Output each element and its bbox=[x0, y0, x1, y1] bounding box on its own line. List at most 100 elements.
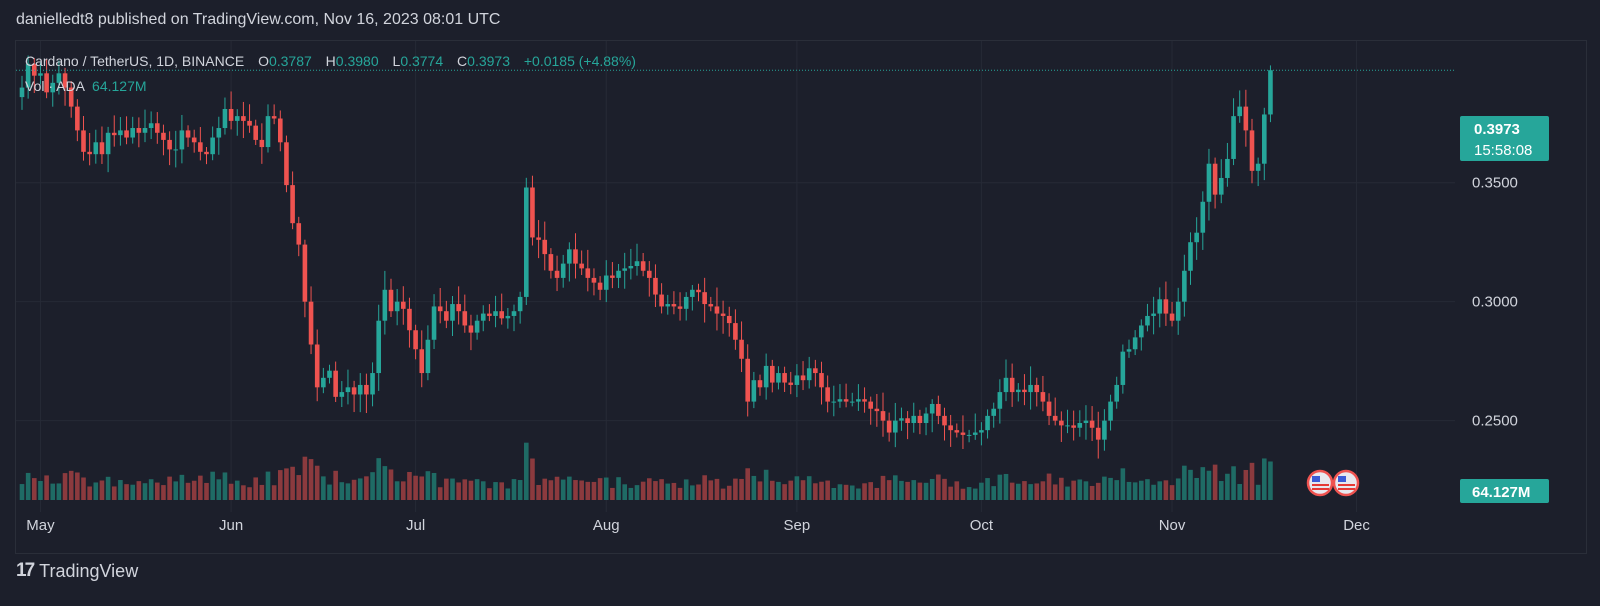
volume-bar bbox=[296, 475, 302, 500]
candle-body bbox=[173, 149, 179, 151]
candle-body bbox=[474, 320, 480, 333]
chart-frame[interactable] bbox=[15, 40, 1587, 554]
candle-body bbox=[271, 116, 277, 119]
footer-brand[interactable]: 17 TradingView bbox=[16, 560, 138, 582]
price-tick-label: 0.3500 bbox=[1472, 175, 1518, 192]
volume-bar bbox=[714, 478, 720, 500]
volume-bar bbox=[647, 478, 652, 500]
volume-bar bbox=[825, 480, 830, 500]
volume-bar bbox=[683, 479, 689, 500]
candle-body bbox=[874, 408, 880, 412]
high-label: H bbox=[325, 53, 336, 69]
ohlc-legend: Cardano / TetherUS, 1D, BINANCE O0.3787 … bbox=[25, 53, 636, 69]
candle-body bbox=[327, 370, 332, 378]
candle-body bbox=[948, 425, 953, 431]
volume-bar bbox=[739, 478, 744, 500]
volume-bar bbox=[1126, 481, 1132, 500]
volume-bar bbox=[179, 474, 185, 500]
candle-body bbox=[591, 277, 597, 283]
volume-bar bbox=[622, 484, 627, 500]
candle-body bbox=[1225, 158, 1230, 178]
candle-body bbox=[671, 304, 677, 307]
open-label: O bbox=[258, 53, 269, 69]
candle-body bbox=[696, 289, 701, 293]
candle-body bbox=[321, 377, 326, 388]
volume-bar bbox=[1059, 477, 1064, 500]
volume-bar bbox=[450, 478, 455, 500]
candle-body bbox=[339, 392, 345, 397]
candle-body bbox=[683, 296, 689, 309]
volume-bar bbox=[216, 479, 222, 500]
close-label: C bbox=[457, 53, 468, 69]
volume-bar bbox=[1071, 480, 1076, 500]
volume-bar bbox=[929, 478, 935, 500]
candle-body bbox=[893, 420, 898, 433]
volume-bar bbox=[1200, 467, 1206, 500]
candle-body bbox=[99, 142, 105, 155]
volume-bar bbox=[265, 471, 271, 500]
volume-bar bbox=[1212, 464, 1218, 500]
volume-bar bbox=[1194, 477, 1199, 500]
event-flags[interactable] bbox=[1306, 469, 1360, 497]
volume-bar bbox=[161, 485, 166, 500]
volume-bar bbox=[819, 481, 824, 500]
volume-bar bbox=[234, 480, 240, 500]
candle-body bbox=[1102, 420, 1107, 440]
candle-body bbox=[425, 339, 431, 374]
candle-body bbox=[505, 315, 511, 319]
volume-bar bbox=[327, 484, 332, 500]
candle-body bbox=[905, 418, 910, 424]
candle-body bbox=[942, 415, 947, 426]
volume-bar bbox=[610, 487, 615, 500]
candle-body bbox=[462, 311, 468, 326]
symbol-label[interactable]: Cardano / TetherUS, 1D, BINANCE bbox=[25, 53, 245, 69]
volume-bar bbox=[585, 481, 591, 500]
candle-body bbox=[579, 263, 584, 269]
candle-body bbox=[628, 266, 634, 269]
candle-body bbox=[511, 311, 517, 316]
candle-body bbox=[837, 399, 843, 402]
candle-body bbox=[806, 368, 812, 381]
candle-body bbox=[1157, 299, 1163, 314]
volume-bar bbox=[1077, 479, 1083, 500]
volume-bar bbox=[228, 483, 234, 500]
candle-body bbox=[757, 380, 763, 388]
candle-body bbox=[653, 277, 658, 295]
candle-body bbox=[456, 304, 461, 312]
time-tick-label: Jul bbox=[406, 517, 425, 534]
candle-body bbox=[480, 313, 486, 321]
candle-body bbox=[530, 187, 535, 238]
candle-body bbox=[954, 430, 960, 433]
volume-bar bbox=[1268, 461, 1273, 500]
candle-body bbox=[124, 130, 129, 138]
publisher-header: danielledt8 published on TradingView.com… bbox=[16, 11, 501, 28]
volume-bar bbox=[745, 468, 750, 500]
volume-bar bbox=[886, 480, 892, 500]
volume-bar bbox=[653, 481, 658, 500]
candle-body bbox=[468, 325, 474, 333]
candle-body bbox=[997, 392, 1003, 409]
volume-bar bbox=[333, 470, 338, 500]
candle-body bbox=[1182, 270, 1187, 302]
candle-body bbox=[776, 373, 781, 383]
candle-body bbox=[68, 87, 74, 107]
volume-bar bbox=[751, 475, 757, 500]
candle-body bbox=[357, 384, 363, 395]
volume-bar bbox=[155, 482, 160, 500]
volume-label[interactable]: Vol · ADA bbox=[25, 78, 85, 94]
volume-bar bbox=[38, 480, 43, 500]
volume-bar bbox=[757, 481, 763, 500]
volume-bar bbox=[813, 483, 818, 500]
volume-bar bbox=[972, 488, 978, 500]
volume-bar bbox=[444, 478, 449, 500]
candle-body bbox=[923, 413, 929, 424]
volume-bar bbox=[68, 470, 74, 500]
candle-body bbox=[167, 139, 172, 150]
volume-bar bbox=[1175, 478, 1181, 500]
volume-bar bbox=[1108, 477, 1113, 500]
volume-bar bbox=[831, 487, 837, 500]
candle-body bbox=[19, 87, 25, 98]
volume-bar bbox=[222, 472, 228, 500]
volume-bar bbox=[210, 471, 215, 500]
